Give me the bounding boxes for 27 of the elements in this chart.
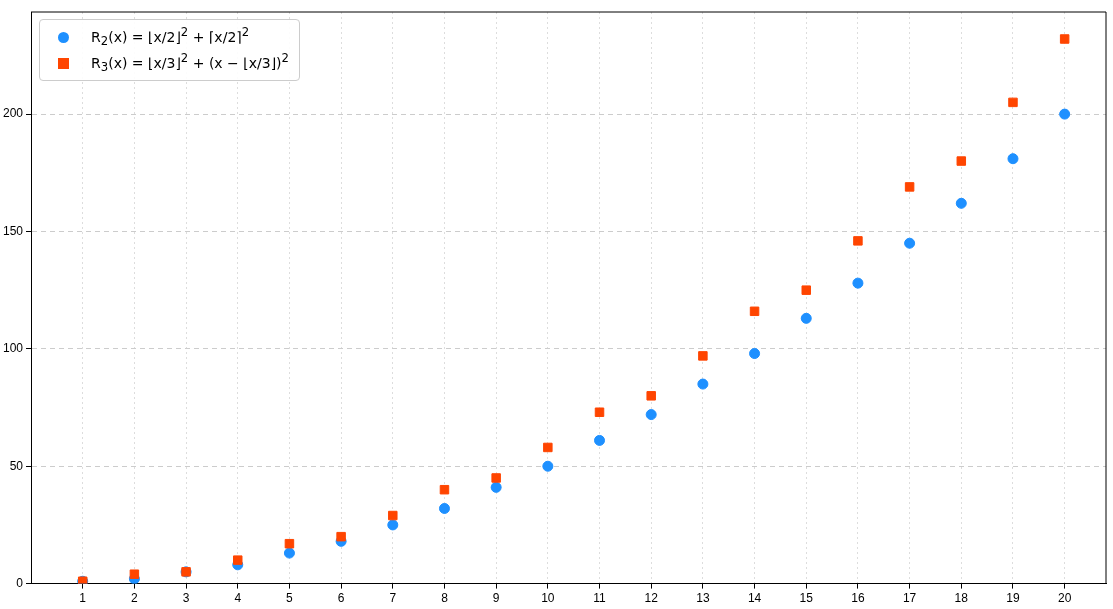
x-tick-label: 7 <box>389 591 397 606</box>
x-tick-label: 6 <box>337 591 345 606</box>
y-tick-label: 100 <box>2 341 24 356</box>
x-tick-label: 13 <box>696 591 710 606</box>
x-tick-label: 15 <box>799 591 814 606</box>
x-tick-label: 17 <box>902 591 917 606</box>
y-tick-label: 200 <box>2 106 24 121</box>
y-tick-label: 0 <box>16 575 24 590</box>
x-tick-label: 4 <box>234 591 242 606</box>
y-tick-label: 150 <box>2 223 24 238</box>
x-tick-label: 3 <box>182 591 190 606</box>
x-tick-label: 8 <box>441 591 449 606</box>
x-tick-label: 19 <box>1006 591 1020 606</box>
x-tick-label: 1 <box>79 591 87 606</box>
x-tick-label: 9 <box>492 591 500 606</box>
x-tick-label: 11 <box>593 591 607 606</box>
legend-label: R$_{3}$(x) = ⌊x/3⌋$^{2}$ + (x − ⌊x/3⌋)$^{2}$ <box>91 51 290 75</box>
legend-label: R$_{2}$(x) = ⌊x/2⌋$^{2}$ + ⌈x/2⌉$^{2}$ <box>91 25 250 49</box>
x-tick-label: 12 <box>644 591 659 606</box>
x-tick-label: 16 <box>851 591 865 606</box>
x-tick-label: 5 <box>286 591 294 606</box>
x-tick-label: 2 <box>131 591 139 606</box>
y-tick-label: 50 <box>9 458 24 473</box>
x-tick-label: 18 <box>954 591 969 606</box>
x-tick-label: 20 <box>1057 591 1072 606</box>
x-tick-label: 14 <box>747 591 762 606</box>
x-tick-label: 10 <box>541 591 555 606</box>
